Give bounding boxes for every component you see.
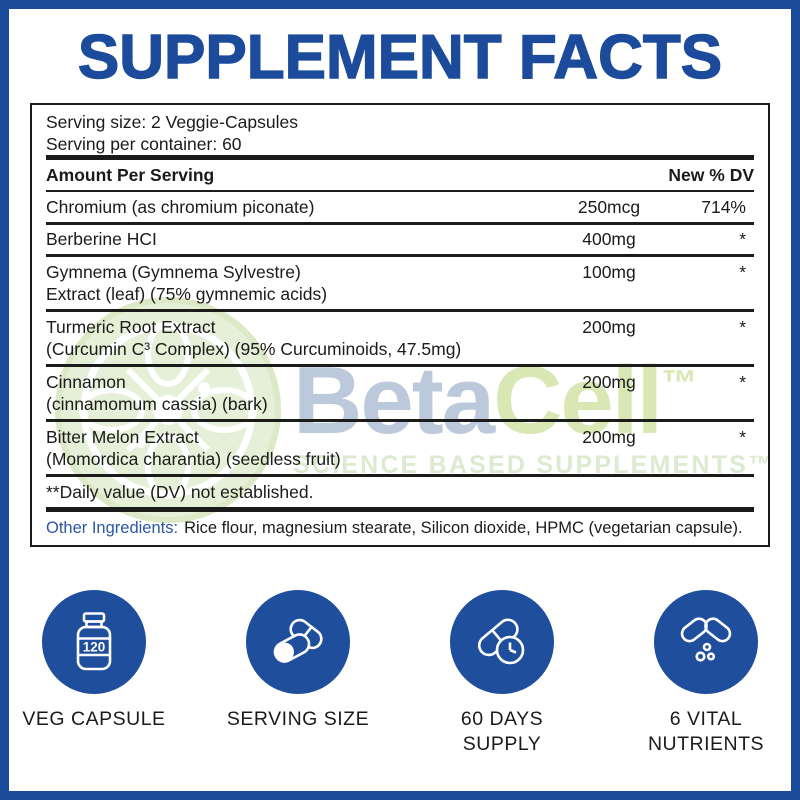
table-row: Cinnamon (cinnamomum cassia) (bark) 200m… (46, 367, 754, 419)
amount-per-serving-header: Amount Per Serving (46, 164, 215, 185)
capsule-clock-icon (477, 618, 525, 665)
badge-60-days-supply: 60 DAYS SUPPLY (409, 590, 595, 757)
ingredient-line: Bitter Melon Extract (46, 426, 199, 447)
divider (46, 364, 754, 367)
other-ingredients-label: Other Ingredients: (46, 519, 179, 537)
divider (46, 474, 754, 477)
servings-per-container-text: Serving per container: 60 (46, 134, 242, 154)
ingredient-amount: 400mg (582, 229, 636, 249)
badge-caption-line: SUPPLY (462, 733, 542, 755)
ingredient-line: Gymnema (Gymnema Sylvestre) (46, 261, 301, 282)
table-row: Chromium (as chromium piconate) 250mcg 7… (46, 192, 754, 222)
ingredient-name: Berberine HCI (46, 228, 554, 251)
ingredient-line: Extract (leaf) (75% gymnemic acids) (46, 284, 328, 304)
badge-caption: SERVING SIZE (227, 707, 369, 732)
ingredient-line: (Curcumin C³ Complex) (95% Curcuminoids,… (46, 339, 462, 359)
divider (46, 190, 754, 192)
dv-footnote: **Daily value (DV) not established. (46, 481, 314, 502)
ingredient-name: Chromium (as chromium piconate) (46, 196, 554, 219)
ingredient-dv: * (739, 426, 746, 447)
ingredient-line: Berberine HCI (46, 229, 157, 249)
divider (46, 506, 754, 512)
ingredient-dv: * (739, 229, 746, 249)
badge-circle (246, 590, 350, 694)
other-ingredients-text: Rice flour, magnesium stearate, Silicon … (184, 519, 743, 537)
badge-caption-line: 6 VITAL (669, 708, 743, 730)
ingredient-line: Cinnamon (46, 371, 126, 392)
other-ingredients-row: Other Ingredients: Rice flour, magnesium … (46, 512, 754, 546)
badge-caption: VEG CAPSULE (22, 707, 165, 732)
serving-size-text: Serving size: 2 Veggie-Capsules (46, 112, 298, 132)
table-header-row: Amount Per Serving New % DV (46, 160, 754, 190)
badge-serving-size: SERVING SIZE (205, 590, 391, 757)
ingredient-dv: * (739, 316, 746, 337)
badge-caption-line: 60 DAYS (460, 708, 544, 730)
ingredient-amount: 200mg (582, 426, 636, 447)
ingredient-name: Turmeric Root Extract (Curcumin C³ Compl… (46, 316, 554, 361)
ingredient-name: Gymnema (Gymnema Sylvestre) Extract (lea… (46, 261, 554, 306)
ingredient-dv: * (739, 371, 746, 392)
serving-info: Serving size: 2 Veggie-Capsules Serving … (46, 105, 754, 155)
ingredient-line: Turmeric Root Extract (46, 316, 216, 337)
badge-caption-line: NUTRIENTS (647, 733, 765, 755)
ingredient-amount: 200mg (582, 371, 636, 392)
divider (46, 221, 754, 225)
ingredient-dv: * (739, 261, 746, 282)
betacell-logo-watermark (55, 297, 281, 523)
divider (46, 254, 754, 257)
ingredient-name: Cinnamon (cinnamomum cassia) (bark) (46, 371, 554, 416)
badge-caption-line: SERVING SIZE (226, 708, 370, 730)
badge-caption: 60 DAYS SUPPLY (461, 707, 543, 757)
divider (46, 155, 754, 160)
ingredient-line: (cinnamomum cassia) (bark) (46, 394, 268, 414)
table-row: Bitter Melon Extract (Momordica charanti… (46, 422, 754, 474)
bottle-icon: 120 (76, 612, 112, 671)
ingredient-dv: 714% (701, 196, 746, 217)
ingredient-amount: 250mcg (577, 196, 641, 217)
ingredient-line: Chromium (as chromium piconate) (46, 196, 315, 217)
ingredient-amount: 100mg (582, 261, 636, 282)
ingredient-name: Bitter Melon Extract (Momordica charanti… (46, 426, 554, 471)
open-capsule-icon (680, 617, 732, 662)
bottle-count-label: 120 (83, 640, 106, 655)
page-title: SUPPLEMENT FACTS (77, 22, 723, 92)
feature-badges: 120 VEG CAPSULE (0, 590, 800, 757)
badge-veg-capsule: 120 VEG CAPSULE (1, 590, 187, 757)
table-row: Berberine HCI 400mg * (46, 225, 754, 255)
badge-circle (654, 590, 758, 694)
supplement-facts-panel: Serving size: 2 Veggie-Capsules Serving … (30, 103, 770, 547)
divider (46, 419, 754, 422)
divider (46, 309, 754, 312)
ingredient-line: (Momordica charantia) (seedless fruit) (46, 449, 341, 469)
ingredient-amount: 200mg (582, 316, 636, 337)
badge-caption-line: VEG CAPSULE (22, 708, 166, 730)
badge-6-vital-nutrients: 6 VITAL NUTRIENTS (613, 590, 799, 757)
dv-header: New % DV (668, 164, 754, 185)
trademark-symbol: ™ (661, 362, 698, 403)
badge-circle: 120 (42, 590, 146, 694)
table-row: Gymnema (Gymnema Sylvestre) Extract (lea… (46, 257, 754, 309)
badge-circle (450, 590, 554, 694)
badge-caption: 6 VITAL NUTRIENTS (648, 707, 764, 757)
table-row: Turmeric Root Extract (Curcumin C³ Compl… (46, 312, 754, 364)
capsules-icon (273, 618, 323, 663)
